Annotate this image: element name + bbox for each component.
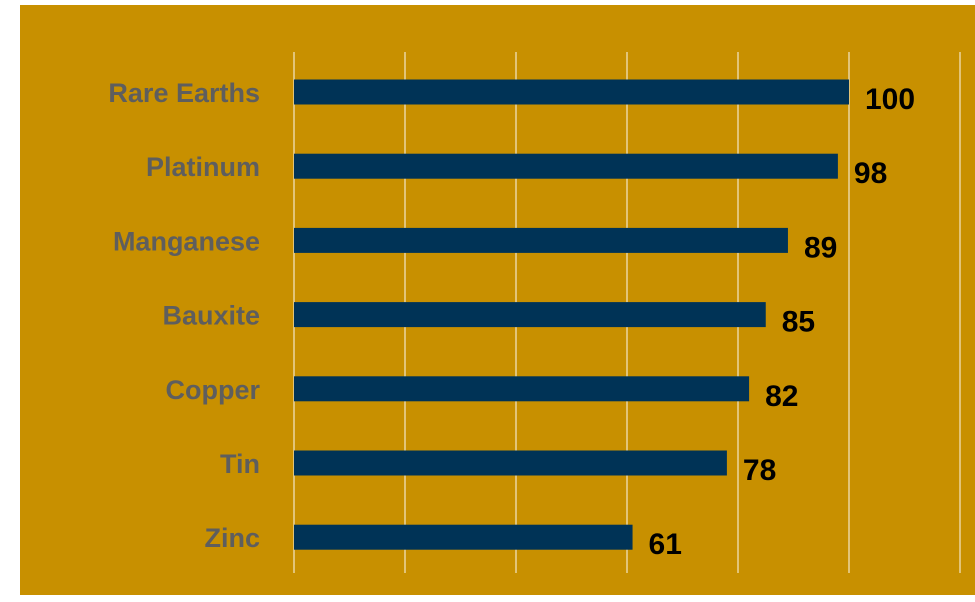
category-label: Tin	[220, 449, 260, 479]
category-label: Zinc	[204, 523, 260, 553]
category-label: Rare Earths	[108, 78, 260, 108]
bar-platinum	[294, 153, 838, 179]
bar-rare-earths	[294, 79, 849, 105]
category-label: Bauxite	[162, 301, 260, 331]
value-label: 61	[649, 528, 682, 561]
bar-zinc	[294, 524, 633, 550]
category-label: Copper	[166, 375, 261, 405]
value-label: 78	[743, 454, 776, 487]
value-label: 89	[804, 231, 837, 264]
category-label: Platinum	[146, 152, 260, 182]
value-label: 85	[782, 306, 815, 339]
value-label: 98	[854, 157, 887, 190]
value-labels: 100 98 89 85 82 78 61	[649, 83, 916, 561]
bar-manganese	[294, 227, 788, 253]
bars	[294, 79, 849, 550]
bar-bauxite	[294, 302, 766, 328]
bar-copper	[294, 376, 750, 402]
value-label: 82	[765, 380, 798, 413]
bar-tin	[294, 450, 727, 476]
value-label: 100	[865, 83, 915, 116]
category-labels: Rare Earths Platinum Manganese Bauxite Coppe…	[108, 78, 260, 553]
category-label: Manganese	[113, 226, 260, 256]
